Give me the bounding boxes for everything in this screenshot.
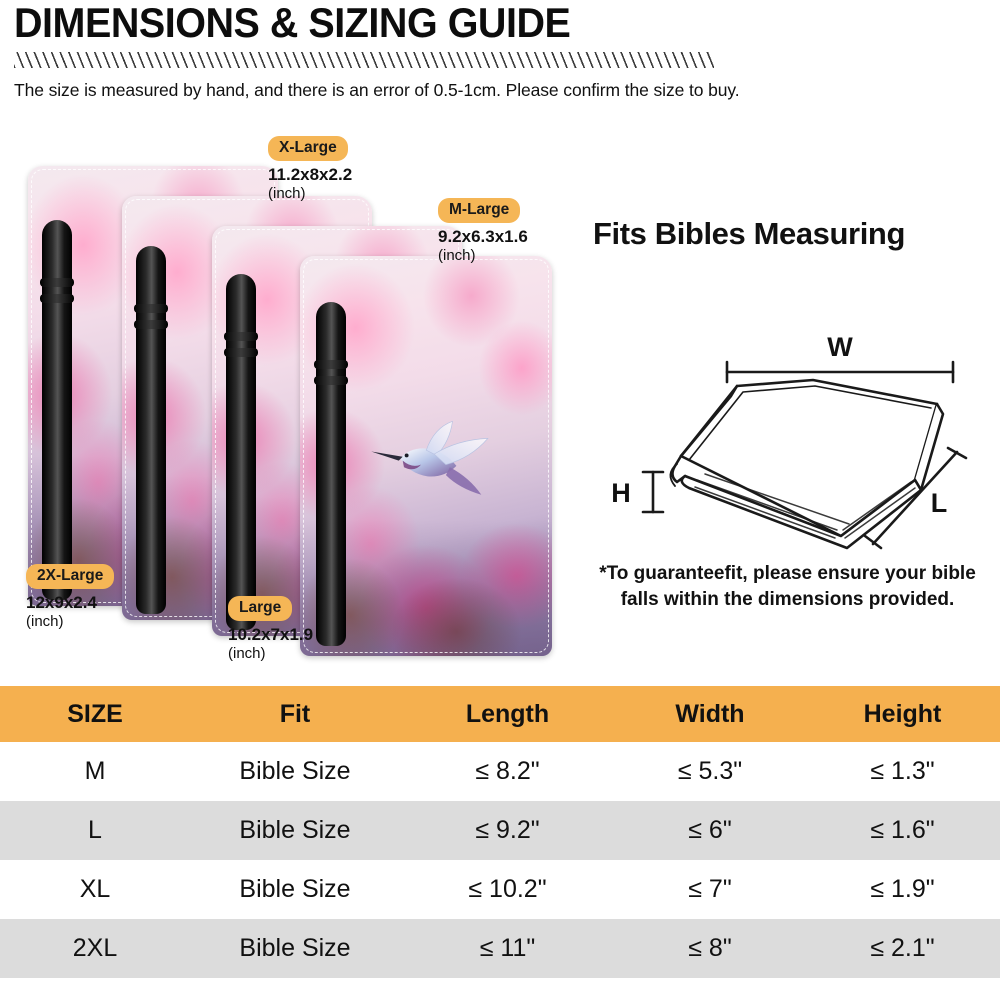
cell-height: ≤ 1.6" <box>805 801 1000 860</box>
callout-x-large: X-Large 11.2x8x2.2 (inch) <box>268 136 352 202</box>
size-dims-m-large: 9.2x6.3x1.6 <box>438 227 528 246</box>
table-row: XL Bible Size ≤ 10.2" ≤ 7" ≤ 1.9" <box>0 860 1000 919</box>
size-badge-2x-large: 2X-Large <box>26 564 115 589</box>
cell-fit: Bible Size <box>190 860 400 919</box>
book-dimension-diagram: W L H <box>611 332 968 550</box>
size-dims-x-large: 11.2x8x2.2 <box>268 165 353 184</box>
size-table: SIZE Fit Length Width Height M Bible Siz… <box>0 686 1000 978</box>
bible-cover-m-large <box>300 256 552 656</box>
page-title: DIMENSIONS & SIZING GUIDE <box>14 0 571 46</box>
table-header-row: SIZE Fit Length Width Height <box>0 686 1000 742</box>
dimension-label-h: H <box>611 478 631 508</box>
size-dims-large: 10.2x7x1.9 <box>228 625 314 644</box>
size-badge-large: Large <box>228 596 293 621</box>
size-badge-m-large: M-Large <box>438 198 521 223</box>
cell-width: ≤ 6" <box>615 801 805 860</box>
column-header-size: SIZE <box>0 686 190 742</box>
size-unit-2x-large: (inch) <box>26 613 64 630</box>
cell-width: ≤ 7" <box>615 860 805 919</box>
fit-guarantee-note: *To guaranteefit, please ensure your bib… <box>599 563 976 610</box>
cell-width: ≤ 8" <box>615 919 805 978</box>
dimension-label-w: W <box>827 332 853 362</box>
dimension-label-l: L <box>931 488 948 518</box>
stage: X-Large 11.2x8x2.2 (inch) M-Large 9.2x6.… <box>0 118 1000 678</box>
cover-handle <box>134 246 168 614</box>
cell-fit: Bible Size <box>190 919 400 978</box>
cell-width: ≤ 5.3" <box>615 742 805 801</box>
column-header-width: Width <box>615 686 805 742</box>
cell-size: L <box>0 801 190 860</box>
product-photo-group: X-Large 11.2x8x2.2 (inch) M-Large 9.2x6.… <box>0 118 575 678</box>
size-unit-large: (inch) <box>228 645 266 662</box>
cell-length: ≤ 8.2" <box>400 742 615 801</box>
callout-large: Large 10.2x7x1.9 (inch) <box>228 596 313 662</box>
cell-height: ≤ 1.3" <box>805 742 1000 801</box>
table-row: L Bible Size ≤ 9.2" ≤ 6" ≤ 1.6" <box>0 801 1000 860</box>
cell-fit: Bible Size <box>190 801 400 860</box>
column-header-fit: Fit <box>190 686 400 742</box>
cell-length: ≤ 11" <box>400 919 615 978</box>
cover-handle <box>224 274 258 630</box>
cell-size: M <box>0 742 190 801</box>
table-row: 2XL Bible Size ≤ 11" ≤ 8" ≤ 2.1" <box>0 919 1000 978</box>
hummingbird-illustration <box>366 392 497 528</box>
column-header-height: Height <box>805 686 1000 742</box>
column-header-length: Length <box>400 686 615 742</box>
cover-handle <box>314 302 348 646</box>
cell-length: ≤ 10.2" <box>400 860 615 919</box>
size-dims-2x-large: 12x9x2.4 <box>26 593 97 612</box>
cell-size: 2XL <box>0 919 190 978</box>
cell-height: ≤ 1.9" <box>805 860 1000 919</box>
fits-bibles-panel: Fits Bibles Measuring <box>575 118 1000 678</box>
cell-length: ≤ 9.2" <box>400 801 615 860</box>
measurement-disclaimer: The size is measured by hand, and there … <box>14 80 740 100</box>
cell-fit: Bible Size <box>190 742 400 801</box>
size-unit-m-large: (inch) <box>438 247 476 264</box>
cover-handle <box>40 220 74 600</box>
callout-2x-large: 2X-Large 12x9x2.4 (inch) <box>26 564 115 630</box>
size-unit-x-large: (inch) <box>268 185 306 202</box>
cell-size: XL <box>0 860 190 919</box>
cell-height: ≤ 2.1" <box>805 919 1000 978</box>
header: DIMENSIONS & SIZING GUIDE The size is me… <box>0 0 1000 101</box>
table-row: M Bible Size ≤ 8.2" ≤ 5.3" ≤ 1.3" <box>0 742 1000 801</box>
hatch-divider <box>14 52 714 68</box>
callout-m-large: M-Large 9.2x6.3x1.6 (inch) <box>438 198 528 264</box>
fits-title: Fits Bibles Measuring <box>593 216 905 251</box>
size-badge-x-large: X-Large <box>268 136 348 161</box>
